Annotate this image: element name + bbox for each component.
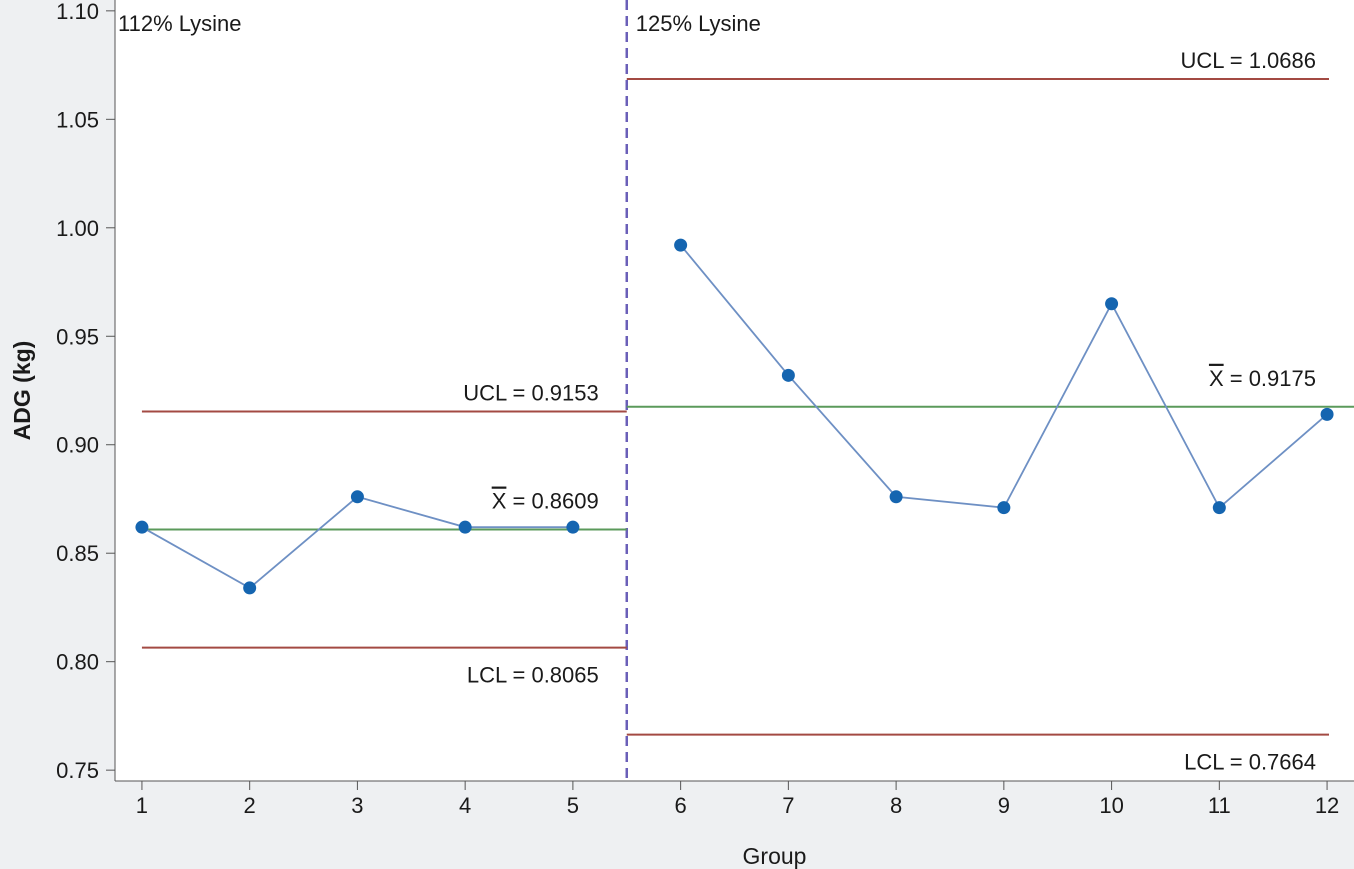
- phase2-mean-label: X = 0.9175: [1209, 366, 1316, 391]
- data-point: [566, 520, 580, 534]
- x-tick-label: 12: [1315, 793, 1339, 818]
- y-tick-label: 0.75: [56, 758, 99, 783]
- plot-area: [115, 0, 1354, 781]
- control-lines: [141, 0, 1354, 781]
- data-point: [674, 238, 688, 252]
- y-tick-label: 1.05: [56, 107, 99, 132]
- x-tick-label: 1: [136, 793, 148, 818]
- x-tick-label: 2: [244, 793, 256, 818]
- phase2-ucl-label: UCL = 1.0686: [1180, 48, 1316, 73]
- x-tick-label: 10: [1099, 793, 1123, 818]
- data-series: [135, 238, 1334, 595]
- y-tick-label: 0.90: [56, 433, 99, 458]
- x-tick-label: 6: [675, 793, 687, 818]
- phase1-lcl-label: LCL = 0.8065: [467, 663, 599, 688]
- data-point: [1320, 407, 1334, 421]
- x-axis-title: Group: [743, 843, 807, 869]
- annotations: 112% Lysine UCL = 0.9153 X = 0.8609 LCL = 0…: [118, 11, 1316, 775]
- x-tick-label: 7: [782, 793, 794, 818]
- y-tick-label: 0.80: [56, 650, 99, 675]
- phase2-lcl-label: LCL = 0.7664: [1184, 750, 1316, 775]
- x-tick-label: 8: [890, 793, 902, 818]
- x-tick-label: 5: [567, 793, 579, 818]
- data-point: [135, 520, 149, 534]
- data-point: [1105, 297, 1119, 311]
- phase2-label: 125% Lysine: [636, 11, 761, 36]
- data-point: [997, 501, 1011, 515]
- data-point: [350, 490, 364, 504]
- phase1-ucl-label: UCL = 0.9153: [463, 381, 599, 406]
- y-tick-label: 1.10: [56, 0, 99, 24]
- data-point: [1212, 501, 1226, 515]
- data-point: [458, 520, 472, 534]
- data-point: [781, 368, 795, 382]
- x-tick-label: 11: [1208, 793, 1231, 818]
- x-tick-label: 3: [351, 793, 363, 818]
- y-axis-title: ADG (kg): [9, 341, 35, 441]
- y-tick-label: 0.95: [56, 324, 99, 349]
- phase1-mean-label: X = 0.8609: [492, 489, 599, 514]
- y-tick-label: 0.85: [56, 541, 99, 566]
- axes: 0.750.800.850.900.951.001.051.101 2 3 4 5 6 7 8…: [56, 0, 1354, 818]
- y-tick-label: 1.00: [56, 216, 99, 241]
- phase1-label: 112% Lysine: [118, 11, 242, 36]
- data-point: [243, 581, 257, 595]
- data-point: [889, 490, 903, 504]
- x-tick-label: 9: [998, 793, 1010, 818]
- x-tick-label: 4: [459, 793, 471, 818]
